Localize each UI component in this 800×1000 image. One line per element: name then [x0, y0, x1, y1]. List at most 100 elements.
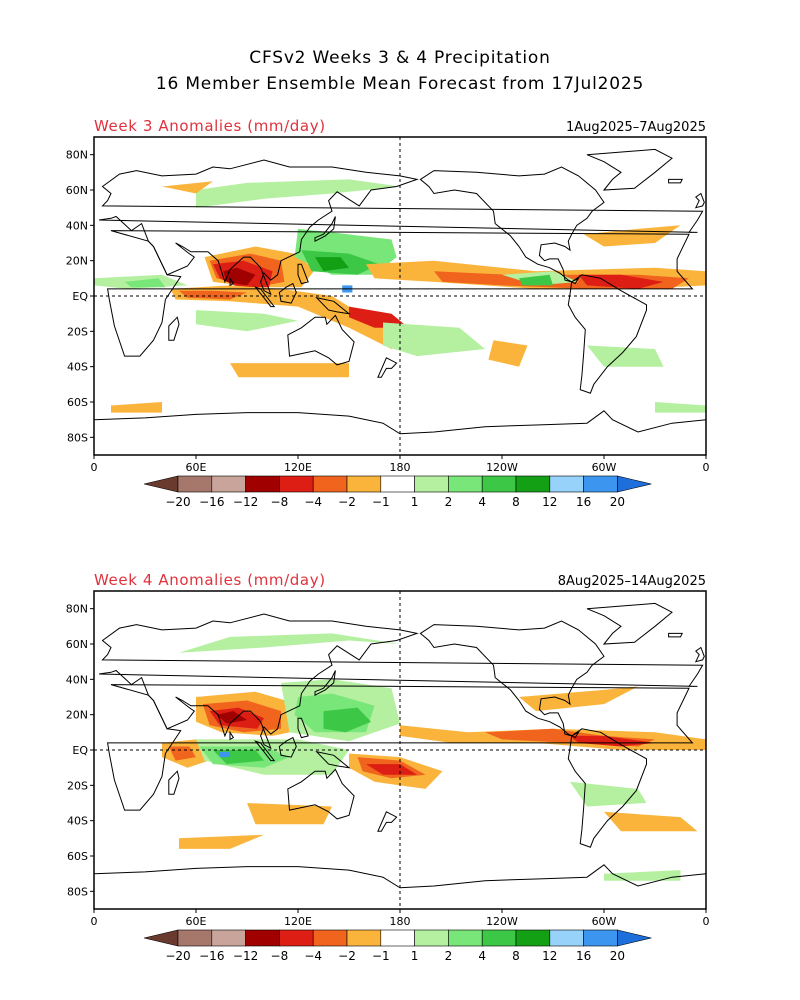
- anomaly-region: [519, 274, 553, 286]
- colorbar-label: 8: [512, 495, 520, 509]
- coastline-japan: [314, 216, 336, 243]
- colorbar-label: 16: [576, 949, 591, 963]
- colorbar-box: [346, 475, 382, 493]
- coastline-madagascar: [168, 770, 180, 795]
- lat-label: 40N: [66, 673, 88, 686]
- anomaly-region: [179, 290, 247, 300]
- colorbar-label: −20: [165, 949, 190, 963]
- coastline-iceland: [668, 632, 683, 638]
- lat-label: 80S: [67, 431, 88, 444]
- anomaly-region: [219, 751, 230, 758]
- anomaly-region: [124, 278, 166, 288]
- colorbar-label: 12: [542, 495, 557, 509]
- lat-label: 60N: [66, 638, 88, 651]
- coastline-samerica: [567, 728, 647, 848]
- colorbar-box: [448, 929, 483, 947]
- colorbar-box: [549, 929, 584, 947]
- coastline-philippines: [297, 263, 309, 285]
- colorbar-label: 1: [411, 949, 419, 963]
- lat-label: 60N: [66, 184, 88, 197]
- lat-label: 20S: [67, 779, 88, 792]
- coastline-borneo: [278, 736, 297, 758]
- anomaly-region: [315, 257, 349, 272]
- colorbar-box: [515, 475, 551, 493]
- coastline-greenland: [586, 602, 673, 645]
- colorbar: −20 −16 −12 −8 −4 −2 −1 1 2 4 8 12 16 20: [143, 929, 652, 963]
- lon-label: 0: [703, 461, 710, 474]
- map-title-line2: 16 Member Ensemble Mean Forecast from 17…: [155, 74, 645, 94]
- colorbar-label: 20: [610, 949, 625, 963]
- coastline-namerica: [419, 166, 605, 285]
- coastline-nz: [377, 357, 398, 378]
- anomaly-region: [587, 345, 664, 367]
- lat-label: 40N: [66, 219, 88, 232]
- colorbar-box: [177, 475, 213, 493]
- colorbar-box: [414, 475, 449, 493]
- week4-panel-dates: 8Aug2025–14Aug2025: [557, 574, 706, 589]
- coastline-nz: [377, 811, 398, 832]
- anomaly-region: [604, 870, 681, 881]
- colorbar-arrow-right: [617, 475, 652, 493]
- anomaly-region: [570, 781, 647, 807]
- anomaly-region: [655, 402, 706, 413]
- anomaly-region: [247, 803, 332, 825]
- lat-label: 80N: [66, 149, 88, 162]
- colorbar-label: 2: [445, 495, 453, 509]
- colorbar-box: [583, 929, 618, 947]
- colorbar-box: [346, 929, 382, 947]
- colorbar-box: [515, 929, 551, 947]
- colorbar-box: [245, 475, 280, 493]
- colorbar-label: −20: [165, 495, 190, 509]
- anomaly-region: [196, 310, 298, 332]
- colorbar-label: −1: [372, 949, 390, 963]
- anomaly-region: [216, 711, 247, 724]
- coastline-eurasia: [99, 159, 704, 296]
- lat-label: 60S: [67, 850, 88, 863]
- anomaly-region: [179, 633, 400, 653]
- colorbar-label: 8: [512, 949, 520, 963]
- coastline-namerica: [419, 620, 605, 739]
- lon-label: 180: [390, 461, 411, 474]
- colorbar-label: −4: [304, 949, 322, 963]
- colorbar-label: −2: [338, 949, 356, 963]
- colorbar-arrow-right: [617, 929, 652, 947]
- colorbar-arrow-left: [143, 929, 179, 947]
- colorbar-label: −8: [271, 949, 289, 963]
- colorbar-label: −4: [304, 495, 322, 509]
- anomaly-region: [604, 811, 698, 832]
- coastline-eurasia: [99, 613, 704, 750]
- coastline-sri: [229, 730, 235, 741]
- anomaly-region: [570, 735, 655, 747]
- lat-label: 80N: [66, 603, 88, 616]
- colorbar-box: [279, 475, 314, 493]
- colorbar-box: [380, 475, 415, 493]
- lon-label: 120E: [284, 461, 312, 474]
- colorbar-box: [448, 475, 483, 493]
- colorbar-arrow-left: [143, 475, 179, 493]
- week4-panel-label: Week 4 Anomalies (mm/day): [94, 571, 326, 589]
- lat-label: 20N: [66, 709, 88, 722]
- coastline-antarctica: [94, 864, 706, 909]
- anomaly-region: [162, 181, 213, 194]
- lon-label: 120W: [486, 915, 518, 928]
- coastline-australia: [287, 768, 355, 820]
- coastline-britain: [694, 192, 705, 209]
- colorbar-box: [211, 475, 246, 493]
- anomaly-region: [111, 402, 162, 413]
- colorbar-label: −12: [233, 949, 258, 963]
- coastline-madagascar: [168, 316, 180, 341]
- colorbar-box: [583, 475, 618, 493]
- coastline-philippines: [297, 717, 309, 739]
- lat-label: 40S: [67, 361, 88, 374]
- colorbar-label: −1: [372, 495, 390, 509]
- coastline-sri: [229, 276, 235, 287]
- colorbar-label: −2: [338, 495, 356, 509]
- lat-label: 40S: [67, 815, 88, 828]
- colorbar-box: [211, 929, 246, 947]
- colorbar-label: 1: [411, 495, 419, 509]
- colorbar-box: [312, 929, 348, 947]
- colorbar-box: [481, 929, 517, 947]
